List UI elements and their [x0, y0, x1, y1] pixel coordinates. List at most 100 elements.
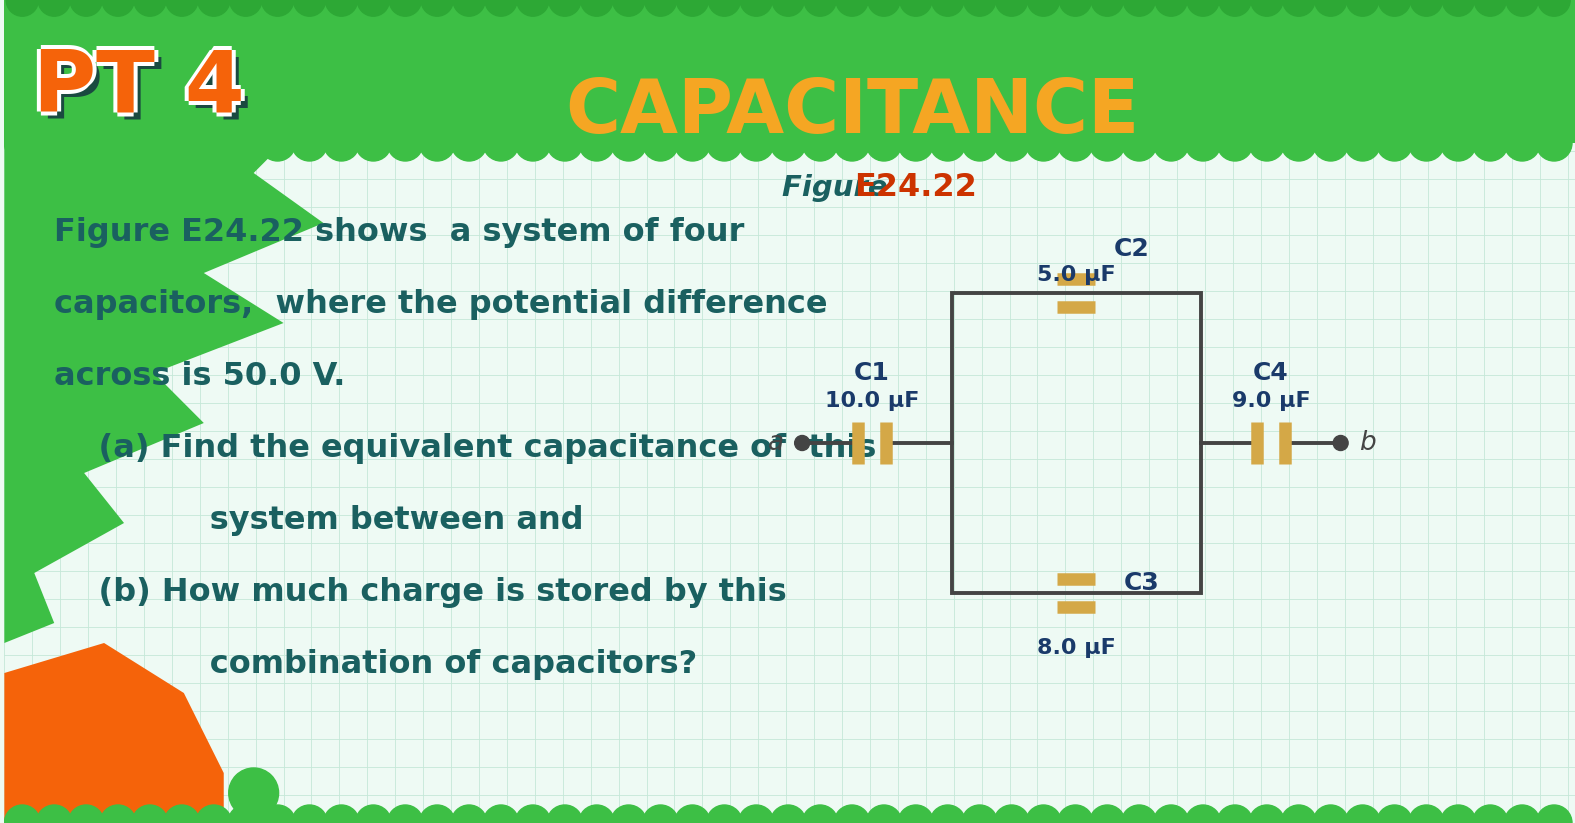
Text: 8.0 μF: 8.0 μF [1036, 638, 1115, 658]
Circle shape [802, 805, 838, 823]
Circle shape [389, 0, 422, 16]
Circle shape [1536, 125, 1572, 161]
Circle shape [65, 703, 143, 783]
Text: 5.0 μF: 5.0 μF [1036, 265, 1115, 285]
Circle shape [611, 125, 647, 161]
Circle shape [1153, 125, 1189, 161]
Circle shape [484, 125, 518, 161]
Circle shape [1443, 0, 1474, 16]
Polygon shape [5, 143, 323, 643]
Text: a: a [769, 430, 784, 456]
Circle shape [356, 805, 391, 823]
Circle shape [1188, 0, 1219, 16]
Text: PT 4: PT 4 [33, 43, 244, 125]
Circle shape [36, 125, 72, 161]
Circle shape [291, 805, 328, 823]
Circle shape [356, 125, 391, 161]
Circle shape [1378, 0, 1411, 16]
Circle shape [68, 125, 104, 161]
Circle shape [101, 805, 135, 823]
Circle shape [515, 125, 551, 161]
Text: C1: C1 [854, 361, 890, 385]
Circle shape [1057, 805, 1093, 823]
Circle shape [770, 805, 806, 823]
Text: combination of capacitors?: combination of capacitors? [54, 649, 698, 681]
Circle shape [929, 125, 965, 161]
Text: Figure E24.22 shows  a system of four: Figure E24.22 shows a system of four [54, 217, 745, 249]
Circle shape [803, 0, 836, 16]
Circle shape [709, 0, 740, 16]
Circle shape [1153, 805, 1189, 823]
Circle shape [1025, 805, 1062, 823]
Circle shape [1410, 0, 1443, 16]
Text: (b) How much charge is stored by this: (b) How much charge is stored by this [54, 578, 787, 608]
Circle shape [772, 0, 805, 16]
Text: C4: C4 [1254, 361, 1288, 385]
Text: C2: C2 [1114, 237, 1150, 261]
Circle shape [1154, 0, 1188, 16]
Circle shape [230, 0, 261, 16]
Circle shape [547, 125, 583, 161]
Circle shape [964, 0, 995, 16]
Circle shape [835, 805, 869, 823]
Circle shape [866, 805, 902, 823]
Circle shape [707, 805, 742, 823]
Circle shape [643, 805, 679, 823]
Circle shape [802, 125, 838, 161]
Circle shape [154, 743, 214, 803]
Circle shape [1121, 125, 1158, 161]
Circle shape [1408, 125, 1444, 161]
Circle shape [165, 0, 198, 16]
Circle shape [5, 805, 41, 823]
Circle shape [102, 0, 134, 16]
Circle shape [484, 805, 518, 823]
Circle shape [795, 435, 810, 450]
Text: across is 50.0 V.: across is 50.0 V. [54, 361, 345, 393]
Circle shape [1282, 0, 1315, 16]
Circle shape [1537, 0, 1570, 16]
Circle shape [962, 805, 997, 823]
Circle shape [164, 805, 200, 823]
Circle shape [770, 125, 806, 161]
Circle shape [739, 805, 775, 823]
Circle shape [931, 0, 964, 16]
Circle shape [387, 125, 424, 161]
Circle shape [611, 805, 647, 823]
Circle shape [929, 805, 965, 823]
Circle shape [1345, 125, 1381, 161]
Text: CAPACITANCE: CAPACITANCE [565, 77, 1139, 150]
Circle shape [261, 0, 295, 16]
Circle shape [101, 125, 135, 161]
Bar [5, 0, 1575, 143]
Circle shape [421, 0, 454, 16]
Circle shape [899, 0, 932, 16]
Circle shape [643, 125, 679, 161]
Circle shape [1332, 435, 1348, 450]
Circle shape [1312, 125, 1348, 161]
Circle shape [36, 805, 72, 823]
Circle shape [195, 125, 232, 161]
Circle shape [898, 805, 934, 823]
Circle shape [323, 125, 359, 161]
Circle shape [38, 0, 71, 16]
Circle shape [1091, 0, 1123, 16]
Circle shape [1184, 805, 1221, 823]
Circle shape [1090, 805, 1125, 823]
Circle shape [134, 0, 165, 16]
Circle shape [674, 125, 710, 161]
Circle shape [707, 125, 742, 161]
Circle shape [613, 0, 644, 16]
Circle shape [1219, 0, 1251, 16]
Circle shape [1280, 805, 1317, 823]
Text: C3: C3 [1123, 571, 1159, 595]
Circle shape [739, 125, 775, 161]
Circle shape [578, 125, 614, 161]
Text: b: b [1359, 430, 1375, 456]
Circle shape [548, 0, 581, 16]
Text: 10.0 μF: 10.0 μF [825, 391, 920, 411]
Circle shape [994, 805, 1030, 823]
Circle shape [1408, 805, 1444, 823]
Circle shape [1123, 0, 1156, 16]
Circle shape [450, 125, 487, 161]
Circle shape [962, 125, 997, 161]
